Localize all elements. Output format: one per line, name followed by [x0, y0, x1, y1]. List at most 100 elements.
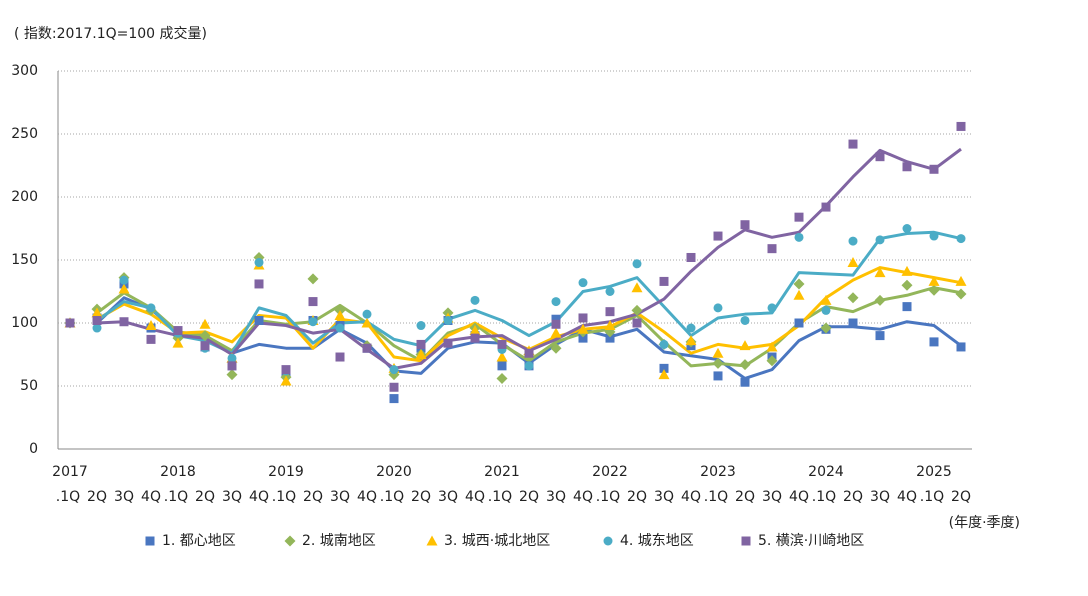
marker [767, 244, 777, 254]
x-tick-label: 3Q [870, 489, 890, 505]
y-tick-label: 100 [11, 315, 38, 331]
marker [766, 341, 778, 352]
marker [740, 315, 750, 325]
legend-label: 5. 横滨·川崎地区 [758, 533, 864, 549]
marker [928, 284, 940, 296]
marker [469, 325, 481, 336]
marker [848, 318, 858, 328]
x-tick-label: 2Q [87, 489, 107, 505]
marker [632, 259, 642, 269]
x-year-label: 2024 [808, 464, 844, 480]
marker [550, 342, 562, 354]
y-tick-label: 50 [20, 378, 38, 394]
marker [604, 320, 616, 331]
marker [172, 337, 184, 348]
marker [848, 236, 858, 246]
marker [227, 361, 237, 371]
marker [955, 288, 967, 300]
x-tick-label: 4Q [141, 489, 161, 505]
marker [199, 318, 211, 329]
marker [470, 333, 480, 343]
x-tick-label: 4Q [789, 489, 809, 505]
y-tick-label: 150 [11, 252, 38, 268]
legend-marker [741, 536, 751, 546]
x-tick-label: 2Q [411, 489, 431, 505]
marker [929, 164, 939, 174]
marker [875, 152, 885, 162]
marker [712, 347, 724, 358]
marker [119, 275, 129, 285]
x-tick-label: 4Q [465, 489, 485, 505]
x-tick-label: 2Q [735, 489, 755, 505]
marker [605, 307, 615, 317]
x-axis-label: (年度·季度) [949, 515, 1020, 531]
marker [767, 303, 777, 313]
marker [875, 331, 885, 341]
x-tick-label: .1Q [164, 489, 188, 505]
x-year-label: 2018 [160, 464, 196, 480]
x-tick-label: .1Q [380, 489, 404, 505]
marker [280, 375, 292, 386]
chart-title: ( 指数:2017.1Q=100 成交量) [14, 25, 207, 42]
marker [389, 365, 399, 375]
marker [361, 317, 373, 328]
marker [173, 326, 183, 336]
marker [794, 212, 804, 222]
x-tick-label: 4Q [681, 489, 701, 505]
x-year-label: 2020 [376, 464, 412, 480]
marker [631, 282, 643, 293]
marker [335, 323, 345, 333]
x-tick-label: .1Q [272, 489, 296, 505]
marker [496, 351, 508, 362]
marker [118, 283, 130, 294]
marker [659, 363, 669, 373]
marker [389, 382, 399, 392]
marker [578, 278, 588, 288]
marker [497, 339, 507, 349]
marker [793, 289, 805, 300]
x-tick-label: 2Q [195, 489, 215, 505]
marker [226, 369, 238, 381]
marker [578, 313, 588, 323]
marker [362, 309, 372, 319]
marker [820, 294, 832, 305]
x-tick-label: 3Q [654, 489, 674, 505]
marker [92, 323, 102, 333]
marker [659, 339, 669, 349]
marker [794, 318, 804, 328]
x-tick-label: 3Q [222, 489, 242, 505]
x-tick-label: 3Q [762, 489, 782, 505]
marker [659, 276, 669, 286]
marker [848, 139, 858, 149]
legend-label: 3. 城西·城北地区 [444, 533, 550, 549]
x-year-label: 2019 [268, 464, 304, 480]
y-tick-label: 300 [11, 63, 38, 79]
marker [847, 292, 859, 304]
marker [740, 220, 750, 230]
marker [443, 338, 453, 348]
x-year-label: 2017 [52, 464, 88, 480]
marker [740, 377, 750, 387]
x-tick-label: .1Q [920, 489, 944, 505]
marker [605, 287, 615, 296]
x-tick-label: 2Q [303, 489, 323, 505]
marker [443, 315, 453, 325]
marker [875, 235, 885, 245]
marker [389, 394, 399, 404]
marker [91, 307, 103, 318]
marker [766, 355, 778, 367]
marker [956, 342, 966, 352]
marker [416, 321, 426, 331]
marker [524, 361, 534, 371]
marker [874, 267, 886, 278]
x-tick-label: 3Q [330, 489, 350, 505]
marker [227, 353, 237, 363]
marker [362, 343, 372, 353]
x-year-label: 2022 [592, 464, 628, 480]
x-tick-label: 4Q [357, 489, 377, 505]
marker [254, 315, 264, 325]
x-tick-label: 2Q [843, 489, 863, 505]
marker [551, 297, 561, 307]
x-tick-label: .1Q [704, 489, 728, 505]
marker [145, 320, 157, 331]
